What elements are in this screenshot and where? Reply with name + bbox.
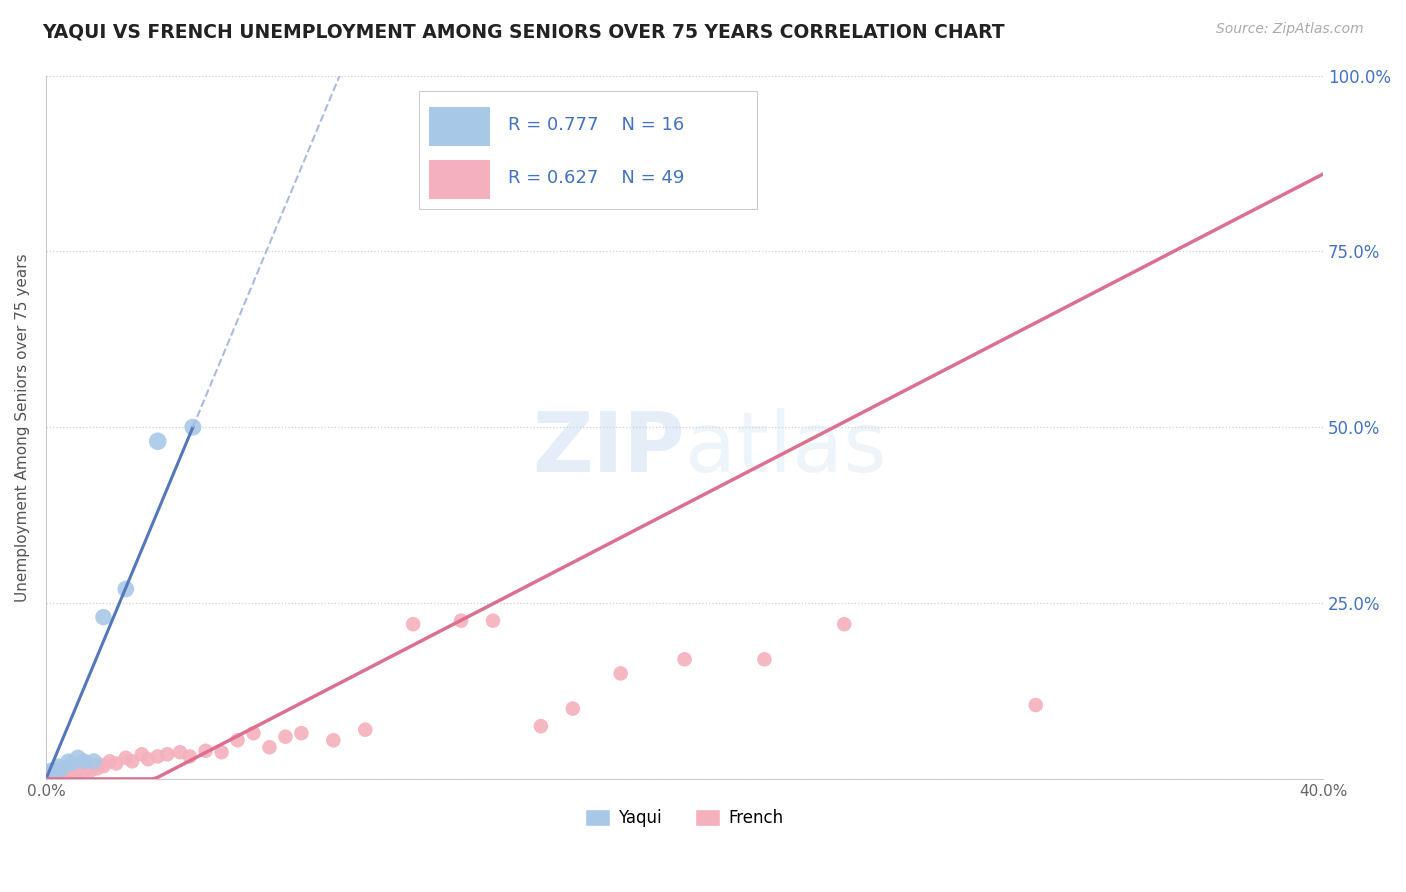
Point <box>169 745 191 759</box>
Point <box>53 766 76 780</box>
Point <box>322 733 344 747</box>
Point <box>86 761 108 775</box>
Point <box>274 730 297 744</box>
Point <box>194 744 217 758</box>
Point <box>114 582 136 596</box>
FancyBboxPatch shape <box>419 91 758 209</box>
Point <box>41 764 63 778</box>
Point <box>211 745 233 759</box>
Point <box>450 614 472 628</box>
Point <box>673 652 696 666</box>
Point <box>51 761 73 775</box>
Point <box>136 752 159 766</box>
Point <box>146 434 169 449</box>
Point <box>45 768 67 782</box>
Point <box>83 757 105 772</box>
Point <box>41 764 63 778</box>
Text: Source: ZipAtlas.com: Source: ZipAtlas.com <box>1216 22 1364 37</box>
Point <box>38 768 60 782</box>
Point <box>402 617 425 632</box>
Point <box>156 747 179 762</box>
Point <box>1025 698 1047 712</box>
Point <box>48 764 70 779</box>
Point <box>38 766 60 780</box>
Point <box>73 759 96 773</box>
Point <box>131 747 153 762</box>
Point <box>83 755 105 769</box>
Text: R = 0.627    N = 49: R = 0.627 N = 49 <box>509 169 685 186</box>
Point <box>259 740 281 755</box>
Point <box>66 751 89 765</box>
Point <box>35 772 58 786</box>
Text: YAQUI VS FRENCH UNEMPLOYMENT AMONG SENIORS OVER 75 YEARS CORRELATION CHART: YAQUI VS FRENCH UNEMPLOYMENT AMONG SENIO… <box>42 22 1005 41</box>
Y-axis label: Unemployment Among Seniors over 75 years: Unemployment Among Seniors over 75 years <box>15 253 30 601</box>
Point <box>105 756 128 771</box>
Point <box>114 751 136 765</box>
Point <box>482 614 505 628</box>
Point <box>242 726 264 740</box>
Text: R = 0.777    N = 16: R = 0.777 N = 16 <box>509 116 685 134</box>
Point <box>832 617 855 632</box>
Point <box>58 761 80 775</box>
Point <box>73 755 96 769</box>
Point <box>93 610 115 624</box>
Text: atlas: atlas <box>685 408 886 489</box>
Point <box>58 755 80 769</box>
Point <box>60 764 83 779</box>
Point <box>354 723 377 737</box>
Point <box>226 733 249 747</box>
Point <box>70 766 93 780</box>
FancyBboxPatch shape <box>429 160 491 199</box>
FancyBboxPatch shape <box>429 107 491 146</box>
Point <box>35 766 58 780</box>
Point <box>63 759 86 773</box>
Point <box>51 764 73 778</box>
Point <box>35 772 58 786</box>
Point <box>530 719 553 733</box>
Point <box>561 701 583 715</box>
Point <box>181 420 204 434</box>
Point <box>98 755 121 769</box>
Legend: Yaqui, French: Yaqui, French <box>578 803 790 834</box>
Point <box>79 764 101 778</box>
Point <box>146 749 169 764</box>
Point <box>121 755 143 769</box>
Point <box>66 764 89 778</box>
Point <box>89 757 111 772</box>
Point <box>60 756 83 771</box>
Point <box>93 759 115 773</box>
Point <box>754 652 776 666</box>
Point <box>290 726 312 740</box>
Point <box>609 666 631 681</box>
Point <box>48 759 70 773</box>
Point <box>45 766 67 780</box>
Point <box>179 749 201 764</box>
Point <box>76 761 98 775</box>
Point <box>35 768 58 782</box>
Text: ZIP: ZIP <box>531 408 685 489</box>
